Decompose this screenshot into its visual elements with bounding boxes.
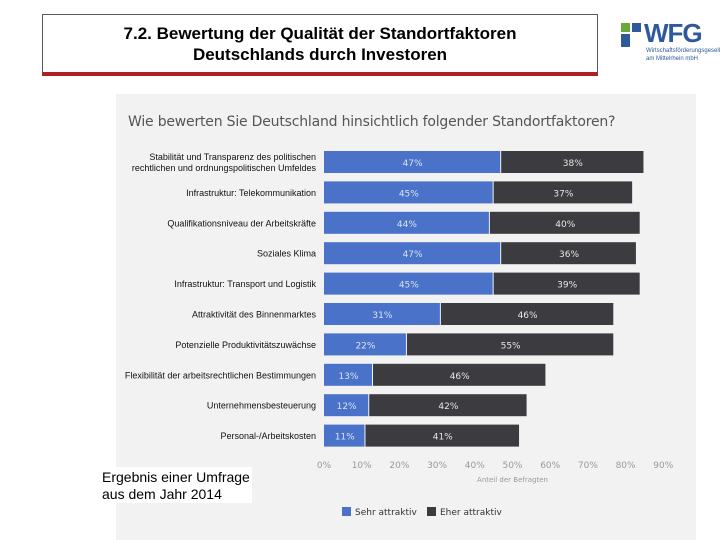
- bar-eher-attraktiv: [501, 242, 636, 265]
- data-label: 31%: [372, 311, 392, 321]
- category-label: Soziales Klima: [257, 249, 316, 259]
- data-label: 47%: [403, 159, 423, 169]
- bar-eher-attraktiv: [489, 211, 640, 234]
- slide-title-line-1: 7.2. Bewertung der Qualität der Standort…: [123, 23, 517, 43]
- legend-label: Eher attraktiv: [440, 508, 503, 518]
- data-label: 45%: [399, 189, 419, 199]
- logo-text: WFG: [644, 18, 703, 48]
- bar-sehr-attraktiv: [324, 181, 493, 204]
- data-label: 22%: [355, 341, 375, 351]
- data-label: 12%: [337, 402, 357, 412]
- data-label: 38%: [563, 159, 583, 169]
- wfg-logo: WFG Wirtschaftsförderungsgesellschaft am…: [620, 18, 720, 70]
- data-label: 11%: [335, 433, 355, 443]
- logo-subtitle-line-1: Wirtschaftsförderungsgesellschaft: [646, 48, 720, 54]
- logo-subtitle: Wirtschaftsförderungsgesellschaft am Mit…: [646, 47, 720, 63]
- bar-sehr-attraktiv: [324, 151, 501, 173]
- x-tick-label: 60%: [540, 461, 560, 471]
- data-label: 39%: [557, 281, 577, 291]
- survey-note: Ergebnis einer Umfrage aus dem Jahr 2014: [102, 467, 252, 503]
- data-label: 47%: [403, 250, 423, 260]
- data-label: 45%: [399, 281, 419, 291]
- bar-eher-attraktiv: [440, 303, 614, 325]
- bar-sehr-attraktiv: [324, 333, 406, 356]
- data-label: 44%: [397, 220, 417, 230]
- x-tick-label: 30%: [427, 461, 447, 471]
- x-tick-label: 10%: [352, 461, 372, 471]
- category-label: rechtlichen und ordnungspolitischen Umfe…: [132, 163, 317, 173]
- legend-swatch: [427, 507, 436, 516]
- bar-eher-attraktiv: [365, 424, 520, 447]
- bar-eher-attraktiv: [493, 181, 633, 204]
- slide-title-line-2: Deutschlands durch Investoren: [192, 44, 448, 64]
- data-label: 46%: [450, 372, 470, 382]
- category-label: Stabilität und Transparenz des politisch…: [149, 152, 316, 162]
- x-tick-label: 50%: [502, 461, 522, 471]
- logo-subtitle-line-2: am Mittelrhein mbH: [646, 56, 699, 62]
- category-label: Personal-/Arbeitskosten: [220, 431, 316, 441]
- x-tick-label: 20%: [389, 461, 409, 471]
- data-label: 42%: [438, 402, 458, 412]
- data-label: 13%: [338, 372, 358, 382]
- bar-eher-attraktiv: [406, 333, 614, 356]
- chart-title: Wie bewerten Sie Deutschland hinsichtlic…: [128, 114, 616, 130]
- x-tick-label: 40%: [465, 461, 485, 471]
- bar-sehr-attraktiv: [324, 211, 489, 234]
- bar-sehr-attraktiv: [324, 424, 365, 447]
- bar-sehr-attraktiv: [324, 363, 373, 386]
- data-label: 36%: [559, 250, 579, 260]
- x-tick-label: 0%: [317, 461, 332, 471]
- x-tick-label: 90%: [653, 461, 673, 471]
- x-tick-label: 70%: [578, 461, 598, 471]
- legend-swatch: [342, 507, 351, 516]
- bar-sehr-attraktiv: [324, 272, 493, 295]
- category-label: Unternehmensbesteuerung: [207, 401, 316, 411]
- logo-mark-icon: [621, 23, 641, 47]
- bar-sehr-attraktiv: [324, 242, 501, 265]
- category-label: Flexibilität der arbeitsrechtlichen Best…: [125, 370, 316, 380]
- data-label: 55%: [501, 341, 521, 351]
- legend-label: Sehr attraktiv: [355, 508, 418, 518]
- data-label: 46%: [518, 311, 538, 321]
- survey-note-line-2: aus dem Jahr 2014: [102, 486, 222, 502]
- bar-eher-attraktiv: [493, 272, 640, 295]
- slide-title-box: 7.2. Bewertung der Qualität der Standort…: [42, 14, 598, 76]
- survey-note-line-1: Ergebnis einer Umfrage: [102, 469, 250, 485]
- bar-sehr-attraktiv: [324, 303, 440, 325]
- data-label: 41%: [433, 433, 453, 443]
- bar-eher-attraktiv: [369, 394, 527, 417]
- bar-eher-attraktiv: [373, 363, 546, 386]
- category-label: Infrastruktur: Telekommunikation: [186, 188, 316, 198]
- data-label: 37%: [553, 189, 573, 199]
- category-label: Infrastruktur: Transport und Logistik: [174, 279, 316, 289]
- category-label: Qualifikationsniveau der Arbeitskräfte: [167, 218, 316, 228]
- x-axis-label: Anteil der Befragten: [477, 476, 548, 484]
- bar-eher-attraktiv: [501, 151, 644, 173]
- category-label: Potenzielle Produktivitätszuwächse: [175, 340, 316, 350]
- data-label: 40%: [555, 220, 575, 230]
- category-label: Attraktivität des Binnenmarktes: [192, 310, 317, 320]
- x-tick-label: 80%: [616, 461, 636, 471]
- bar-sehr-attraktiv: [324, 394, 369, 417]
